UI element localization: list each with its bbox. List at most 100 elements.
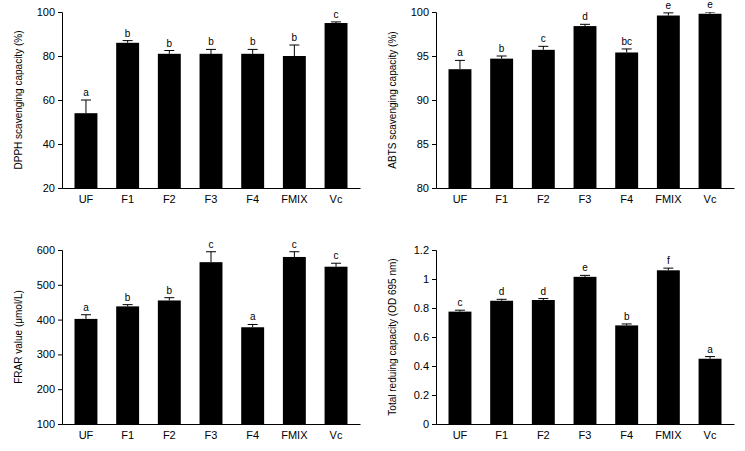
y-tick-label: 90: [417, 94, 429, 106]
significance-letter: b: [292, 32, 298, 43]
bar: [158, 300, 181, 424]
error-line: [543, 46, 544, 50]
x-tick-label: FMIX: [655, 429, 682, 441]
error-bar: [663, 268, 673, 270]
error-line: [211, 49, 212, 53]
error-bar: [164, 51, 174, 54]
bar: [241, 54, 264, 188]
x-axis: UFF1F2F3F4FMIXVc: [63, 188, 361, 205]
x-tick-label: UF: [453, 193, 468, 205]
y-tick: 95: [417, 50, 436, 62]
y-tick-label: 300: [37, 348, 55, 360]
y-tick-label: 500: [37, 279, 55, 291]
x-tick-label: Vc: [330, 429, 343, 441]
x-tick-label: FMIX: [281, 193, 308, 205]
x-tick-label: F3: [579, 193, 592, 205]
y-tick: 80: [417, 182, 436, 194]
x-tick: F3: [205, 424, 218, 441]
y-tick: 0: [423, 418, 436, 430]
significance-letter: b: [624, 311, 630, 322]
x-axis-line: [437, 424, 735, 425]
bar: [200, 262, 223, 424]
error-bar: [248, 324, 258, 327]
y-tick: 60: [43, 94, 62, 106]
error-line: [294, 45, 295, 56]
x-axis-line: [63, 424, 361, 425]
y-tick-mark: [58, 285, 62, 286]
error-bar: [580, 24, 590, 26]
x-tick-label: FMIX: [655, 193, 682, 205]
error-bar: [331, 22, 341, 23]
x-tick-label: FMIX: [281, 429, 308, 441]
y-axis: 20406080100: [37, 6, 63, 194]
y-tick-mark: [58, 12, 62, 13]
bar: [699, 359, 722, 424]
y-tick-label: 0.4: [414, 360, 429, 372]
y-tick-mark: [432, 337, 436, 338]
significance-letter: c: [209, 239, 214, 250]
x-tick-label: Vc: [330, 193, 343, 205]
error-bar: [289, 252, 299, 257]
error-cap: [622, 48, 632, 49]
y-tick: 500: [37, 279, 62, 291]
bar: [449, 312, 472, 424]
y-tick-label: 1: [423, 273, 429, 285]
y-tick-mark: [432, 308, 436, 309]
y-tick: 0.2: [414, 389, 436, 401]
x-tick: FMIX: [655, 424, 682, 441]
bar: [615, 325, 638, 424]
error-cap: [705, 12, 715, 13]
y-tick: 90: [417, 94, 436, 106]
y-tick-mark: [432, 395, 436, 396]
y-tick-mark: [432, 100, 436, 101]
bar: [158, 54, 181, 188]
y-tick: 100: [411, 6, 436, 18]
bar: [490, 59, 513, 188]
error-line: [85, 100, 86, 113]
y-tick-mark: [58, 424, 62, 425]
error-cap: [289, 251, 299, 252]
y-axis: 80859095100: [411, 6, 437, 194]
significance-letter: b: [208, 36, 214, 47]
y-tick-mark: [58, 144, 62, 145]
error-bar: [622, 324, 632, 325]
y-tick-mark: [58, 188, 62, 189]
y-axis-line: [58, 251, 63, 425]
x-tick-label: F2: [163, 193, 176, 205]
significance-letter: bc: [621, 36, 632, 47]
error-bar: [497, 56, 507, 59]
y-tick-mark: [432, 279, 436, 280]
x-tick: F4: [620, 424, 633, 441]
y-tick: 200: [37, 383, 62, 395]
x-tick: F1: [121, 188, 134, 205]
error-bar: [663, 13, 673, 16]
x-tick: FMIX: [281, 424, 308, 441]
error-bar: [622, 49, 632, 53]
bar: [490, 301, 513, 424]
x-tick: Vc: [704, 188, 717, 205]
bar: [116, 43, 139, 188]
x-tick: FMIX: [281, 188, 308, 205]
significance-letter: f: [667, 255, 670, 266]
x-tick: F1: [495, 424, 508, 441]
significance-letter: a: [707, 344, 713, 355]
significance-letter: d: [499, 286, 505, 297]
y-tick-label: 1.2: [414, 244, 429, 256]
error-cap: [164, 297, 174, 298]
error-cap: [705, 356, 715, 357]
bar: [699, 14, 722, 188]
y-tick-label: 60: [43, 94, 55, 106]
x-tick-label: F2: [163, 429, 176, 441]
error-bar: [81, 100, 91, 113]
y-axis-title: DPPH scavenging capacity (%): [13, 31, 24, 170]
x-tick-label: Vc: [704, 429, 717, 441]
x-tick-label: F4: [620, 193, 633, 205]
significance-letter: e: [582, 262, 588, 273]
x-tick-label: F4: [620, 429, 633, 441]
error-cap: [289, 45, 299, 46]
y-tick-mark: [432, 250, 436, 251]
x-axis: UFF1F2F3F4FMIXVc: [437, 424, 735, 441]
y-tick-label: 0: [423, 418, 429, 430]
error-bar: [123, 305, 133, 307]
error-bar: [123, 41, 133, 43]
